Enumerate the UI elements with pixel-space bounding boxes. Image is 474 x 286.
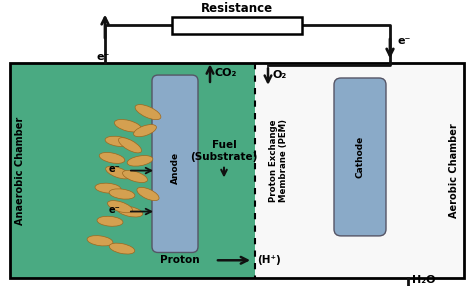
- Text: (H⁺): (H⁺): [257, 255, 281, 265]
- Ellipse shape: [108, 200, 132, 213]
- Ellipse shape: [127, 156, 153, 166]
- Ellipse shape: [95, 183, 121, 193]
- Text: O₂: O₂: [273, 70, 287, 80]
- Text: e⁻: e⁻: [398, 36, 411, 46]
- Ellipse shape: [106, 166, 130, 179]
- Ellipse shape: [109, 189, 135, 199]
- Bar: [10, 63, 464, 278]
- Text: Proton: Proton: [160, 255, 200, 265]
- Text: e⁻: e⁻: [108, 204, 120, 214]
- Ellipse shape: [123, 170, 147, 182]
- Ellipse shape: [135, 105, 161, 120]
- Text: e⁻: e⁻: [96, 52, 109, 62]
- Ellipse shape: [99, 152, 125, 163]
- Ellipse shape: [87, 236, 113, 246]
- Text: Cathode: Cathode: [356, 136, 365, 178]
- Bar: [172, 17, 302, 34]
- FancyBboxPatch shape: [152, 75, 198, 253]
- Text: Resistance: Resistance: [201, 2, 273, 15]
- Bar: [10, 63, 255, 278]
- Text: H₂O: H₂O: [412, 275, 436, 285]
- Ellipse shape: [105, 136, 131, 146]
- Text: Aerobic Chamber: Aerobic Chamber: [449, 123, 459, 218]
- Text: Anaerobic Chamber: Anaerobic Chamber: [15, 116, 25, 225]
- Ellipse shape: [97, 216, 123, 226]
- FancyBboxPatch shape: [334, 78, 386, 236]
- Ellipse shape: [118, 138, 142, 153]
- Ellipse shape: [134, 124, 156, 137]
- Bar: [255, 63, 464, 278]
- Text: e⁻: e⁻: [108, 164, 120, 174]
- Text: Fuel
(Substrate): Fuel (Substrate): [191, 140, 258, 162]
- Text: Proton Exchange
Membrane (PEM): Proton Exchange Membrane (PEM): [269, 119, 288, 202]
- Ellipse shape: [109, 243, 135, 254]
- Ellipse shape: [117, 206, 143, 217]
- Ellipse shape: [137, 187, 159, 200]
- Text: CO₂: CO₂: [215, 68, 237, 78]
- Text: Anode: Anode: [171, 152, 180, 184]
- Ellipse shape: [114, 120, 142, 132]
